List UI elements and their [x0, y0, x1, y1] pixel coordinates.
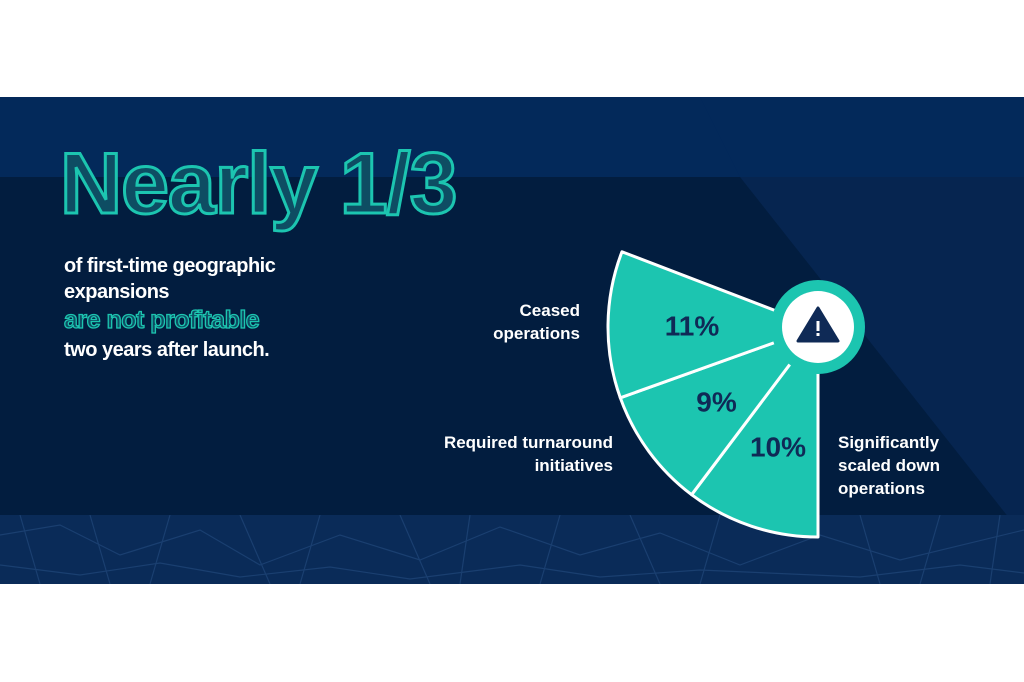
slice-label: Significantly scaled down operations	[838, 433, 941, 498]
slice-label: Required turnaround initiatives	[443, 433, 613, 475]
slice-value-label: 10%	[750, 431, 806, 462]
slice-1	[618, 325, 820, 497]
label-scaled-down: Significantly scaled down operations	[838, 431, 968, 500]
map-pattern-band	[0, 514, 1024, 584]
warning-exclamation-bar	[816, 321, 820, 331]
subtext-line-4: two years after launch.	[64, 339, 270, 361]
label-required-turnaround: Required turnaround initiatives	[403, 431, 613, 477]
subtext-line-2: expansions	[64, 281, 170, 303]
slice-label: Ceased operations	[493, 301, 580, 343]
label-ceased-operations: Ceased operations	[470, 299, 580, 345]
slice-value-label: 9%	[696, 387, 737, 418]
map-lines	[0, 514, 1024, 584]
infographic-banner: Nearly 1/3 of first-time geographic expa…	[0, 97, 1024, 584]
subtext-highlight: are not profitable	[63, 306, 260, 334]
fan-chart: 10% 9% 11%	[606, 250, 865, 539]
subtext-line-1: of first-time geographic	[64, 255, 276, 277]
headline: Nearly 1/3	[58, 136, 458, 232]
slice-2	[690, 325, 820, 539]
slice-value-label: 11%	[665, 311, 720, 342]
warning-exclamation-dot	[816, 333, 820, 336]
slice-0	[606, 250, 820, 400]
background-diagonal	[700, 97, 1024, 537]
